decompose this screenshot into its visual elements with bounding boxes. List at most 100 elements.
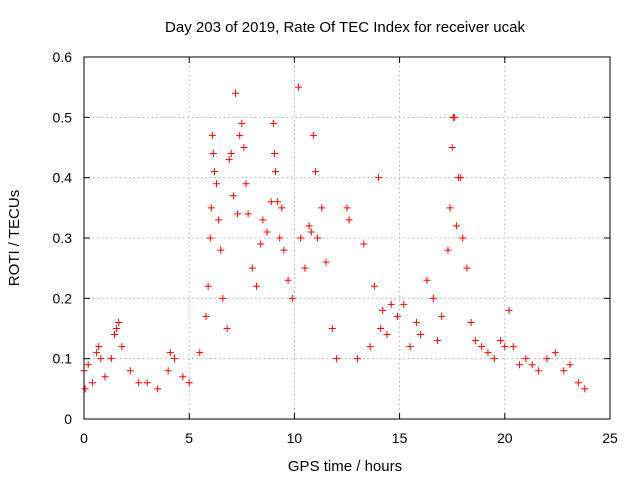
data-point [581, 385, 589, 393]
data-point [314, 234, 322, 242]
data-point [227, 150, 235, 158]
data-point [118, 343, 126, 351]
data-point [423, 276, 431, 284]
data-point [295, 83, 303, 91]
data-point [471, 337, 479, 345]
data-point [463, 264, 471, 272]
data-point [501, 343, 509, 351]
x-axis-label: GPS time / hours [288, 458, 402, 475]
data-point [170, 355, 178, 363]
data-point [278, 204, 286, 212]
data-point [267, 198, 275, 206]
data-point [154, 385, 162, 393]
data-point [375, 174, 383, 182]
data-point [276, 234, 284, 242]
data-point [534, 367, 542, 375]
x-tick-label: 20 [497, 430, 513, 446]
grid-layer [84, 57, 610, 419]
data-point [318, 204, 326, 212]
y-tick-label: 0.4 [53, 170, 73, 186]
data-point [560, 367, 568, 375]
data-point [307, 228, 315, 236]
data-point [107, 355, 115, 363]
data-point [383, 331, 391, 339]
data-point [379, 306, 387, 314]
data-point [354, 355, 362, 363]
data-point [234, 210, 242, 218]
data-point [484, 349, 492, 357]
data-point [113, 325, 121, 332]
data-point [84, 361, 92, 369]
data-point [400, 300, 408, 308]
data-point [274, 198, 282, 206]
data-point [301, 264, 309, 272]
data-point [143, 379, 151, 387]
y-tick-label: 0.5 [53, 109, 73, 125]
data-point [179, 373, 187, 381]
data-point [452, 222, 460, 230]
data-point [93, 349, 101, 357]
data-point [457, 174, 465, 182]
data-point [417, 331, 425, 339]
data-point [370, 282, 378, 290]
data-point [126, 367, 134, 375]
y-tick-label: 0.2 [53, 290, 73, 306]
data-point [448, 144, 456, 151]
y-tick-label: 0.6 [53, 49, 73, 65]
data-point [88, 379, 96, 387]
data-layer [80, 83, 589, 393]
data-point [225, 156, 233, 164]
data-point [238, 119, 246, 127]
data-point [196, 349, 204, 357]
data-point [213, 180, 221, 188]
data-point [516, 361, 524, 369]
x-tick-label: 25 [602, 430, 618, 446]
data-point [305, 222, 313, 230]
data-point [566, 361, 574, 369]
data-point [284, 276, 292, 284]
data-point [257, 240, 265, 248]
data-point [387, 300, 395, 308]
y-tick-label: 0.1 [53, 351, 73, 367]
x-tick-label: 5 [185, 430, 193, 446]
data-point [207, 204, 215, 212]
data-point [543, 355, 551, 363]
data-point [446, 204, 454, 212]
data-point [459, 234, 467, 242]
data-point [210, 168, 218, 176]
data-point [406, 343, 414, 351]
data-point [366, 343, 374, 351]
data-point [497, 337, 505, 345]
data-point [574, 379, 582, 387]
data-point [217, 246, 225, 254]
data-point [343, 204, 351, 212]
data-point [204, 282, 212, 290]
data-point [450, 113, 458, 121]
data-point [297, 234, 305, 242]
data-point [522, 355, 530, 363]
data-point [219, 294, 227, 302]
x-tick-label: 15 [392, 430, 408, 446]
data-point [551, 349, 559, 357]
x-tick-label: 0 [80, 430, 88, 446]
data-point [185, 379, 193, 387]
y-axis-label: ROTI / TECUs [6, 190, 23, 286]
data-point [229, 192, 237, 200]
data-point [135, 379, 143, 387]
data-point [259, 216, 267, 224]
data-point [206, 234, 214, 242]
data-point [288, 294, 296, 302]
tick-layer: 0 5 10 15 20 25 0 0.1 0.2 0.3 0.4 0.5 0.6 [53, 49, 618, 446]
data-point [311, 168, 319, 176]
data-point [95, 343, 103, 351]
data-point [433, 337, 441, 345]
data-point [322, 258, 330, 266]
x-tick-label: 10 [287, 430, 303, 446]
chart-title: Day 203 of 2019, Rate Of TEC Index for r… [165, 19, 525, 36]
data-point [115, 318, 123, 326]
data-point [209, 150, 217, 158]
data-point [223, 325, 231, 332]
data-point [429, 294, 437, 302]
data-point [280, 246, 288, 254]
data-point [309, 131, 317, 139]
